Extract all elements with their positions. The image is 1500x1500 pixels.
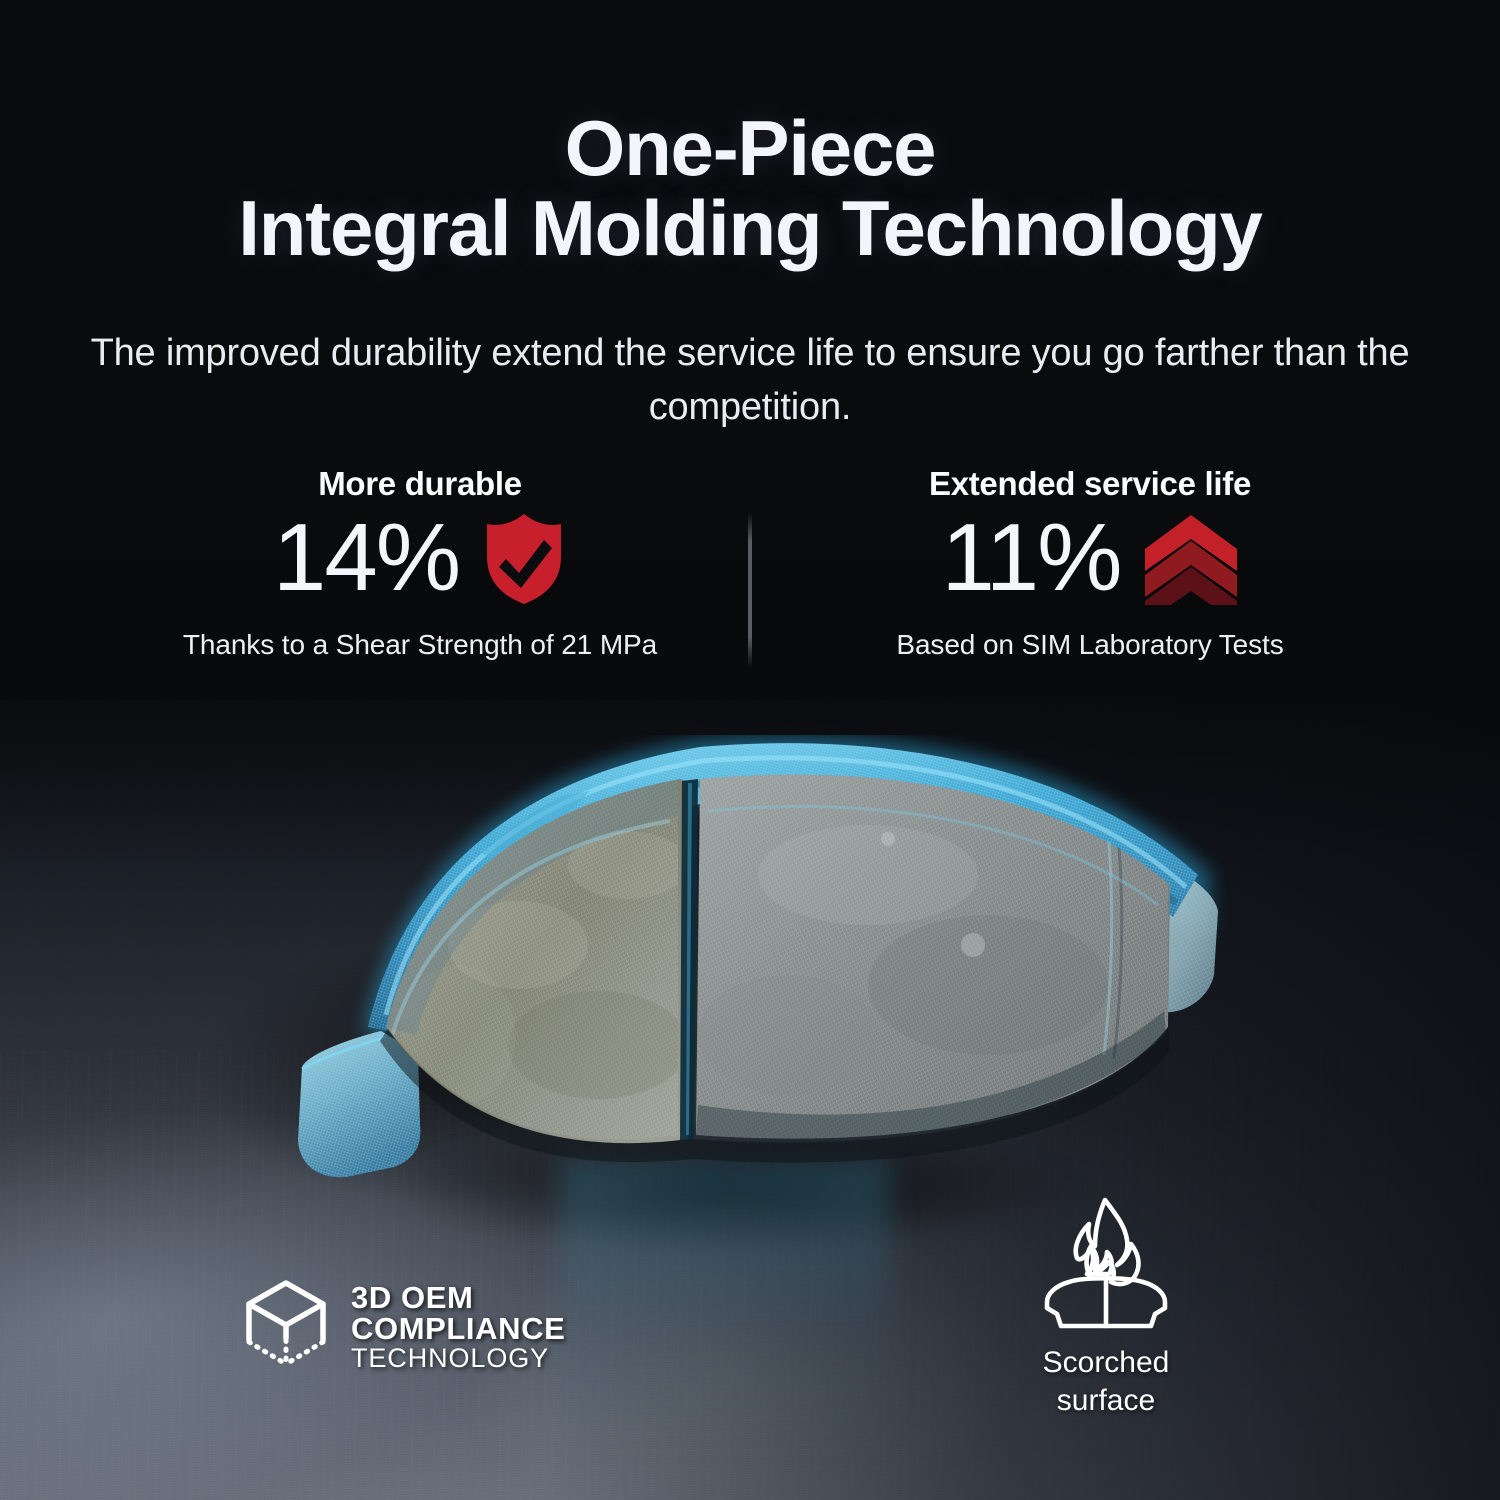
badge-line-2: COMPLIANCE [351,1311,566,1347]
stat-description: Based on SIM Laboratory Tests [896,629,1284,660]
badge-scorched-surface: Scorched surface [1006,1196,1206,1421]
badge-line-1: 3D OEM [351,1279,474,1315]
product-brake-pad [268,735,1233,1205]
stat-more-durable: More durable 14% Thanks to a Shear Stren… [160,465,680,664]
stat-label: More durable [318,465,522,502]
stats-section: More durable 14% Thanks to a Shear Stren… [0,465,1500,725]
stat-value-row: 11% [830,504,1350,623]
badge-line-1: Scorched [1042,1346,1170,1379]
title-line-2: Integral Molding Technology [238,184,1263,273]
stats-divider [748,513,752,668]
stat-label: Extended service life [928,465,1252,502]
product-reflection-glow [560,1160,890,1460]
badge-3d-oem-label: 3D OEM COMPLIANCE TECHNOLOGY [351,1282,565,1373]
badge-scorched-label: Scorched surface [1006,1344,1206,1421]
badge-3d-oem-compliance: 3D OEM COMPLIANCE TECHNOLOGY [243,1278,565,1376]
stat-value: 11% [941,504,1122,611]
stat-description: Thanks to a Shear Strength of 21 MPa [182,629,658,660]
page-title: One-Piece Integral Molding Technology [0,108,1500,269]
flaming-brake-pad-icon [1031,1197,1181,1335]
title-line-1: One-Piece [564,104,937,192]
stat-value: 14% [272,504,461,611]
shield-check-icon [481,511,567,612]
isometric-cube-icon [243,1278,329,1376]
badge-line-2: surface [1056,1384,1156,1418]
page-subtitle: The improved durability extend the servi… [90,332,1410,428]
stat-extended-service-life: Extended service life 11% Based on SIM L… [830,465,1350,664]
badge-line-3: TECHNOLOGY [351,1342,550,1373]
triple-chevron-up-icon [1143,513,1239,623]
stat-value-row: 14% [160,509,680,613]
